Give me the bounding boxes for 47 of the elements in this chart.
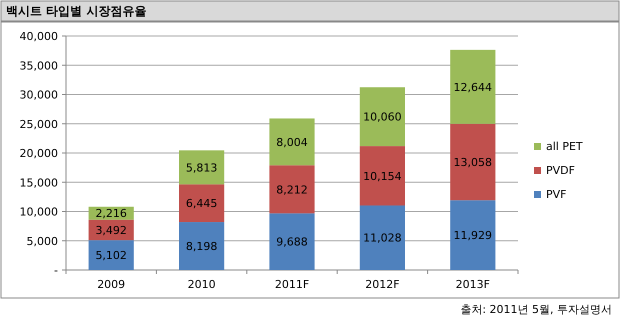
data-label: 5,102 [95, 249, 127, 262]
bar [360, 87, 405, 146]
bar [269, 213, 315, 270]
data-label: 6,445 [186, 197, 218, 210]
bar [450, 200, 496, 270]
y-tick-label: 5,000 [26, 234, 58, 248]
bar [450, 50, 496, 124]
data-label: 13,058 [454, 156, 492, 170]
data-label: 11,028 [363, 232, 402, 245]
bar [269, 118, 315, 166]
chart-title: 백시트 타입별 시장점유율 [6, 4, 146, 18]
x-tick-label: 2012F [365, 278, 400, 291]
data-label: 8,004 [276, 136, 308, 149]
x-tick-label: 2011F [274, 278, 310, 291]
x-tick-label: 2010 [188, 278, 216, 291]
bar [179, 222, 224, 270]
y-tick-label: 10,000 [20, 206, 58, 218]
x-tick-label: 2009 [97, 278, 126, 291]
source-note: 출처: 2011년 5월, 투자설명서 [460, 303, 612, 316]
bar [360, 205, 405, 270]
data-label: 11,929 [454, 229, 492, 242]
y-tick-label: 25,000 [20, 118, 58, 131]
y-tick-label: 30,000 [20, 88, 58, 102]
y-tick-label: 20,000 [20, 147, 58, 160]
bar [179, 150, 224, 184]
bar [450, 124, 496, 200]
data-label: 5,813 [186, 161, 218, 174]
y-tick-label: 40,000 [20, 30, 58, 43]
data-label: 10,060 [363, 110, 402, 124]
x-tick-label: 2013F [456, 278, 490, 291]
legend-label: all PET [546, 140, 583, 153]
legend-label: PVF [546, 188, 566, 201]
data-label: 9,688 [276, 236, 308, 249]
bar [179, 184, 224, 222]
data-label: 12,644 [454, 80, 492, 94]
legend-label: PVDF [546, 164, 575, 177]
y-tick-label: 15,000 [20, 176, 58, 190]
data-label: 8,198 [186, 240, 218, 254]
bar [360, 146, 405, 206]
data-label: 3,492 [95, 224, 127, 237]
data-label: 10,154 [363, 170, 402, 183]
bar [88, 240, 134, 270]
bar [269, 165, 315, 214]
data-label: 8,212 [276, 183, 308, 196]
data-label: 2,216 [95, 207, 127, 220]
y-tick-label: - [54, 264, 58, 277]
y-tick-label: 35,000 [20, 59, 58, 72]
